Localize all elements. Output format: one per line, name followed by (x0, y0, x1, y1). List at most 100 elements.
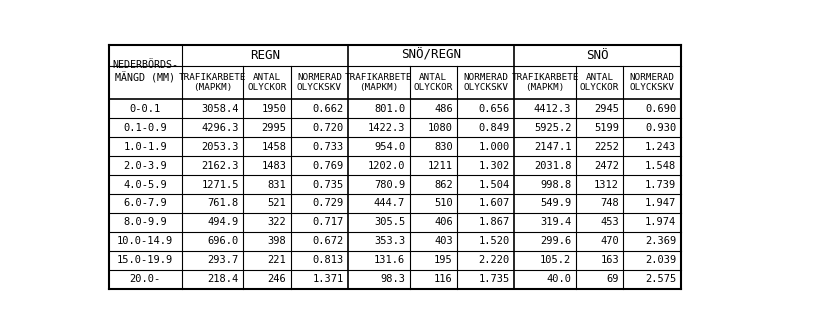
Text: 0.735: 0.735 (312, 180, 344, 189)
Text: 0.690: 0.690 (645, 104, 676, 114)
Text: 0.849: 0.849 (478, 123, 510, 133)
Text: 1458: 1458 (261, 142, 287, 152)
Text: 0.656: 0.656 (478, 104, 510, 114)
Text: 1271.5: 1271.5 (201, 180, 239, 189)
Text: 748: 748 (600, 198, 619, 209)
Text: 1.0-1.9: 1.0-1.9 (124, 142, 167, 152)
Text: 1.867: 1.867 (478, 217, 510, 227)
Text: 1.243: 1.243 (645, 142, 676, 152)
Text: 521: 521 (268, 198, 287, 209)
Text: 0.717: 0.717 (312, 217, 344, 227)
Text: 0.733: 0.733 (312, 142, 344, 152)
Text: 403: 403 (434, 236, 453, 246)
Text: 1.520: 1.520 (478, 236, 510, 246)
Text: 1.302: 1.302 (478, 161, 510, 171)
Text: 2.369: 2.369 (645, 236, 676, 246)
Text: NORMERAD
OLYCKSKV: NORMERAD OLYCKSKV (630, 73, 675, 92)
Text: ANTAL
OLYCKOR: ANTAL OLYCKOR (580, 73, 619, 92)
Text: 453: 453 (600, 217, 619, 227)
Text: 319.4: 319.4 (541, 217, 572, 227)
Text: 2252: 2252 (594, 142, 619, 152)
Text: 1.371: 1.371 (312, 274, 344, 284)
Text: 6.0-7.9: 6.0-7.9 (124, 198, 167, 209)
Text: 0.720: 0.720 (312, 123, 344, 133)
Text: 15.0-19.9: 15.0-19.9 (117, 255, 174, 265)
Text: 0.729: 0.729 (312, 198, 344, 209)
Text: 4412.3: 4412.3 (534, 104, 572, 114)
Text: 2162.3: 2162.3 (201, 161, 239, 171)
Text: 1422.3: 1422.3 (368, 123, 405, 133)
Text: 299.6: 299.6 (541, 236, 572, 246)
Text: 69: 69 (607, 274, 619, 284)
Text: 2147.1: 2147.1 (534, 142, 572, 152)
Text: 831: 831 (268, 180, 287, 189)
Text: 2472: 2472 (594, 161, 619, 171)
Text: 1.735: 1.735 (478, 274, 510, 284)
Text: 4296.3: 4296.3 (201, 123, 239, 133)
Text: 1.947: 1.947 (645, 198, 676, 209)
Text: NORMERAD
OLYCKSKV: NORMERAD OLYCKSKV (464, 73, 509, 92)
Text: TRAFIKARBETE
(MAPKM): TRAFIKARBETE (MAPKM) (345, 73, 413, 92)
Text: 1.974: 1.974 (645, 217, 676, 227)
Text: ANTAL
OLYCKOR: ANTAL OLYCKOR (414, 73, 453, 92)
Text: 398: 398 (268, 236, 287, 246)
Text: 20.0-: 20.0- (129, 274, 161, 284)
Text: 510: 510 (434, 198, 453, 209)
Text: 0.813: 0.813 (312, 255, 344, 265)
Text: 0.930: 0.930 (645, 123, 676, 133)
Text: 195: 195 (434, 255, 453, 265)
Text: 761.8: 761.8 (207, 198, 239, 209)
Text: 2.575: 2.575 (645, 274, 676, 284)
Text: 2.039: 2.039 (645, 255, 676, 265)
Text: 1080: 1080 (428, 123, 453, 133)
Text: 1.548: 1.548 (645, 161, 676, 171)
Text: 5199: 5199 (594, 123, 619, 133)
Text: 444.7: 444.7 (374, 198, 405, 209)
Text: 2.220: 2.220 (478, 255, 510, 265)
Text: NORMERAD
OLYCKSKV: NORMERAD OLYCKSKV (297, 73, 342, 92)
Text: 8.0-9.9: 8.0-9.9 (124, 217, 167, 227)
Text: NEDERBÖRDS-
MÄNGD (MM): NEDERBÖRDS- MÄNGD (MM) (112, 60, 179, 83)
Text: 1.607: 1.607 (478, 198, 510, 209)
Text: 3058.4: 3058.4 (201, 104, 239, 114)
Text: 2945: 2945 (594, 104, 619, 114)
Text: SNÖ: SNÖ (586, 49, 609, 62)
Text: 293.7: 293.7 (207, 255, 239, 265)
Text: 5925.2: 5925.2 (534, 123, 572, 133)
Text: 1483: 1483 (261, 161, 287, 171)
Text: REGN: REGN (250, 49, 280, 62)
Text: ANTAL
OLYCKOR: ANTAL OLYCKOR (247, 73, 287, 92)
Text: 1312: 1312 (594, 180, 619, 189)
Text: 131.6: 131.6 (374, 255, 405, 265)
Text: 10.0-14.9: 10.0-14.9 (117, 236, 174, 246)
Text: 116: 116 (434, 274, 453, 284)
Text: 1.000: 1.000 (478, 142, 510, 152)
Text: 2031.8: 2031.8 (534, 161, 572, 171)
Text: 322: 322 (268, 217, 287, 227)
Text: 2053.3: 2053.3 (201, 142, 239, 152)
Text: 470: 470 (600, 236, 619, 246)
Text: TRAFIKARBETE
(MAPKM): TRAFIKARBETE (MAPKM) (179, 73, 247, 92)
Text: 1.504: 1.504 (478, 180, 510, 189)
Text: 696.0: 696.0 (207, 236, 239, 246)
Text: 486: 486 (434, 104, 453, 114)
Text: 1950: 1950 (261, 104, 287, 114)
Text: 2.0-3.9: 2.0-3.9 (124, 161, 167, 171)
Text: 1211: 1211 (428, 161, 453, 171)
Text: 40.0: 40.0 (546, 274, 572, 284)
Text: 1202.0: 1202.0 (368, 161, 405, 171)
Text: 494.9: 494.9 (207, 217, 239, 227)
Text: 0.672: 0.672 (312, 236, 344, 246)
Text: TRAFIKARBETE
(MAPKM): TRAFIKARBETE (MAPKM) (511, 73, 579, 92)
Text: 105.2: 105.2 (541, 255, 572, 265)
Text: 246: 246 (268, 274, 287, 284)
Text: 0.662: 0.662 (312, 104, 344, 114)
Text: 406: 406 (434, 217, 453, 227)
Text: 1.739: 1.739 (645, 180, 676, 189)
Text: 780.9: 780.9 (374, 180, 405, 189)
Text: 0.1-0.9: 0.1-0.9 (124, 123, 167, 133)
Text: 2995: 2995 (261, 123, 287, 133)
Text: SNÖ/REGN: SNÖ/REGN (401, 49, 461, 62)
Text: 830: 830 (434, 142, 453, 152)
Text: 549.9: 549.9 (541, 198, 572, 209)
